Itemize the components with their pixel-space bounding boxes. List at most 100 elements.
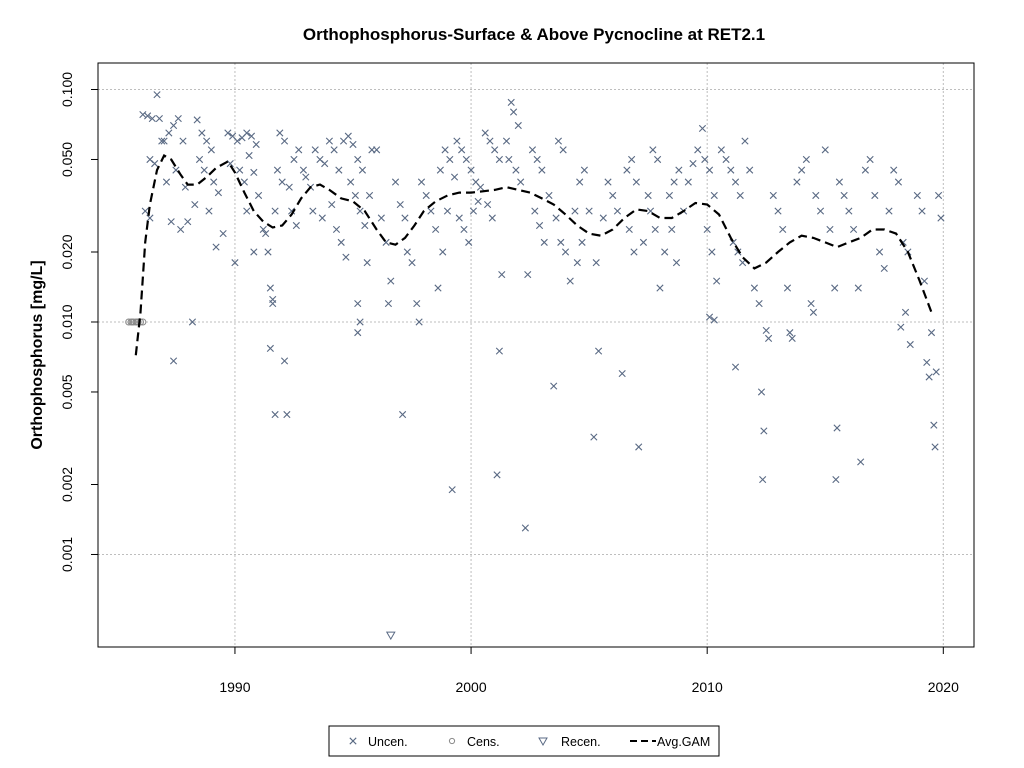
uncensored-point: [764, 334, 773, 342]
uncensored-point: [278, 178, 286, 186]
uncensored-point: [434, 284, 442, 292]
uncensored-point: [349, 140, 357, 149]
uncensored-point: [545, 191, 553, 200]
uncensored-point: [266, 344, 274, 352]
uncensored-point: [486, 137, 494, 145]
uncensored-point: [271, 410, 279, 419]
uncensored-point: [283, 410, 291, 419]
y-tick-label: 0.010: [59, 304, 75, 339]
uncensored-point: [625, 225, 633, 234]
uncensored-point: [684, 178, 692, 186]
uncensored-point: [897, 323, 905, 331]
uncensored-point: [774, 207, 782, 215]
uncensored-point: [854, 284, 862, 292]
uncensored-point: [207, 146, 215, 154]
uncensored-point: [639, 238, 648, 246]
uncensored-point: [750, 284, 758, 292]
uncensored-point: [880, 264, 888, 272]
uncensored-point: [141, 207, 149, 215]
uncensored-point: [885, 207, 893, 215]
uncensored-point: [446, 155, 454, 164]
uncensored-point: [153, 91, 161, 99]
uncensored-point: [554, 137, 563, 145]
uncensored-point: [713, 277, 721, 285]
y-axis: 0.001 0.002 0.005 0.010 0.020 0.050 0.100: [59, 72, 99, 572]
uncensored-point: [139, 110, 147, 119]
gam-line-group: [134, 153, 933, 356]
uncensored-point: [493, 471, 501, 479]
x-tick-label: 2010: [692, 679, 723, 695]
uncensored-point: [373, 146, 381, 154]
uncensored-point: [351, 191, 359, 200]
uncensored-point: [722, 155, 730, 164]
uncensored-point: [609, 191, 617, 200]
x-axis: 1990 2000 2010 2020: [219, 646, 959, 695]
uncensored-point: [344, 132, 352, 140]
uncensored-point: [467, 166, 475, 174]
uncensored-point: [415, 318, 423, 326]
uncensored-point: [835, 178, 844, 186]
uncensored-point: [354, 299, 362, 308]
legend-label-cens: Cens.: [467, 735, 500, 749]
uncensored-point: [264, 248, 272, 256]
uncensored-point: [826, 225, 834, 234]
uncensored-point: [358, 166, 367, 174]
uncensored-point: [906, 340, 914, 349]
uncensored-point: [531, 207, 539, 215]
uncensored-point: [328, 200, 336, 209]
uncensored-point: [280, 137, 289, 145]
uncensored-point: [727, 166, 735, 174]
recensored-point: [385, 631, 396, 641]
uncensored-point: [524, 270, 532, 279]
uncensored-point: [160, 137, 168, 145]
uncensored-point: [845, 207, 853, 215]
uncensored-point: [656, 284, 664, 292]
uncensored-point: [224, 129, 232, 137]
uncensored-point: [165, 129, 173, 137]
uncensored-point: [755, 299, 763, 308]
uncensored-point: [866, 155, 874, 164]
uncensored-point: [311, 146, 319, 154]
legend: Uncen. Cens. Recen. Avg.GAM: [328, 725, 720, 757]
uncensored-point: [247, 132, 256, 140]
legend-uncen-symbol: [349, 737, 357, 745]
uncensored-point: [509, 108, 518, 116]
uncensored-point: [651, 225, 659, 234]
uncensored-point: [266, 284, 274, 292]
uncensored-point: [162, 178, 171, 186]
uncensored-point: [632, 178, 640, 186]
uncensored-point: [436, 166, 444, 174]
uncensored-point: [807, 299, 815, 308]
legend-label-gam: Avg.GAM: [657, 735, 710, 749]
uncensored-point: [918, 207, 926, 215]
y-tick-label: 0.002: [59, 467, 75, 502]
uncensored-point: [179, 137, 187, 145]
uncensored-point: [875, 248, 884, 256]
censored-point: [125, 318, 133, 326]
uncensored-point: [552, 214, 560, 222]
uncensored-point: [783, 284, 792, 292]
uncensored-point: [798, 166, 806, 174]
uncensored-point: [668, 225, 676, 234]
uncensored-point: [365, 191, 374, 200]
uncensored-point: [299, 166, 308, 174]
uncensored-point: [502, 137, 511, 145]
grid: [98, 63, 974, 647]
uncensored-point: [644, 191, 652, 200]
uncensored-point: [786, 329, 794, 337]
uncensored-point: [561, 248, 570, 256]
uncensored-point: [146, 214, 154, 222]
uncensored-point: [254, 191, 263, 200]
uncensored-point: [462, 155, 470, 164]
uncensored-point: [550, 382, 558, 390]
uncensored-point: [649, 146, 657, 154]
uncensored-point: [741, 137, 749, 145]
uncensored-point: [396, 200, 404, 209]
uncensored-point: [746, 166, 754, 174]
uncensored-point: [250, 168, 258, 176]
uncensored-point: [757, 388, 766, 396]
uncensored-point: [403, 248, 411, 256]
uncensored-point: [592, 259, 600, 267]
uncensored-point: [705, 313, 714, 321]
uncensored-point: [318, 214, 326, 222]
